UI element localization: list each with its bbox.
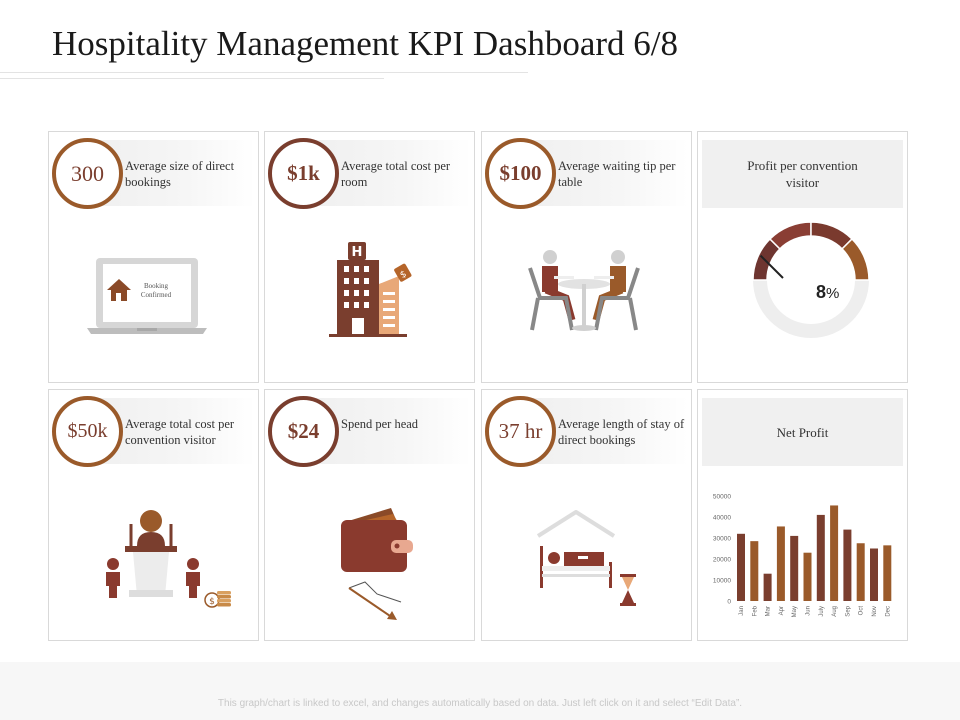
kpi-label: Average length of stay of direct booking… [558,417,685,447]
kpi-label: Average total cost per room [341,159,451,189]
bar-sep [843,529,852,601]
kpi-value: $1k [268,138,339,209]
gauge-percent: 8% [816,282,839,302]
profit-gauge: 8% [752,221,870,338]
svg-text:Confirmed: Confirmed [141,291,172,299]
title-divider [0,72,528,73]
x-tick-label: May [792,606,798,617]
x-tick-label: July [819,606,825,617]
kpi-card-direct-bookings[interactable]: 300 Average size of direct bookings Book… [48,131,259,383]
x-tick-label: Dec [885,606,891,617]
kpi-value: 37 hr [485,396,556,467]
kpi-label: Average size of direct bookings [125,159,235,189]
y-tick-label: 50000 [713,494,731,501]
x-tick-label: Jan [739,606,745,616]
bar-jun [803,552,812,601]
kpi-value: 300 [52,138,123,209]
title-divider-short [0,78,384,79]
kpi-label: Average waiting tip per table [558,159,676,189]
card-title: Profit per convention visitor [702,140,903,208]
footer-band [0,662,960,720]
x-tick-label: Jun [806,606,812,616]
convention-speaker-icon: $ [106,510,231,608]
page-title: Hospitality Management KPI Dashboard 6/8 [52,24,679,63]
gauge-segment [841,237,870,281]
svg-text:$: $ [399,269,409,281]
y-tick-label: 0 [727,599,731,606]
svg-text:H: H [352,245,363,260]
kpi-label: Spend per head [341,417,419,431]
bar-jan [737,533,745,601]
y-tick-label: 40000 [713,515,731,522]
kpi-card-spend-per-head[interactable]: $24 Spend per head [264,389,475,641]
kpi-card-waiting-tip[interactable]: $100 Average waiting tip per table [481,131,692,383]
hotel-bed-icon [536,510,636,606]
kpi-card-length-of-stay[interactable]: 37 hr Average length of stay of direct b… [481,389,692,641]
x-tick-label: Nov [872,606,878,617]
bar-oct [856,543,865,601]
x-tick-label: Sep [845,605,851,616]
hotel-building-icon: H $ [329,242,412,337]
x-tick-label: Aug [832,606,838,617]
laptop-booking-icon: Booking Confirmed [87,258,207,334]
x-tick-label: Oct [859,606,865,616]
kpi-value: $100 [485,138,556,209]
wallet-icon [341,508,413,620]
y-tick-label: 20000 [713,557,731,564]
y-tick-label: 10000 [713,578,731,585]
bar-feb [750,541,759,601]
bar-dec [883,545,892,601]
bar-may [790,535,799,601]
kpi-card-cost-per-room[interactable]: $1k Average total cost per room H $ [264,131,475,383]
kpi-value: $24 [268,396,339,467]
kpi-card-convention-cost[interactable]: $50k Average total cost per convention v… [48,389,259,641]
x-tick-label: Mar [766,606,772,616]
gauge-needle [759,254,784,279]
profit-per-visitor-card[interactable]: Profit per convention visitor 8% [697,131,908,383]
footer-note: This graph/chart is linked to excel, and… [217,698,743,709]
net-profit-card[interactable]: Net Profit 0 10000 20000 30000 40000 50000 Jan… [697,389,908,641]
kpi-value: $50k [52,396,123,467]
restaurant-table-icon [528,250,640,331]
bar-apr [776,526,785,601]
kpi-label: Average total cost per convention visito… [125,417,235,447]
bar-mar [763,573,772,601]
svg-text:$: $ [209,597,215,607]
card-title: Net Profit [702,398,903,466]
svg-text:Booking: Booking [144,282,169,290]
bar-aug [830,505,839,601]
bar-nov [870,548,878,601]
x-tick-label: Feb [752,605,758,616]
x-tick-label: Apr [779,606,785,615]
net-profit-chart: 0 10000 20000 30000 40000 50000 Jan Feb Mar Apr Ma… [713,494,892,617]
y-tick-label: 30000 [713,536,731,543]
bar-july [816,514,825,601]
